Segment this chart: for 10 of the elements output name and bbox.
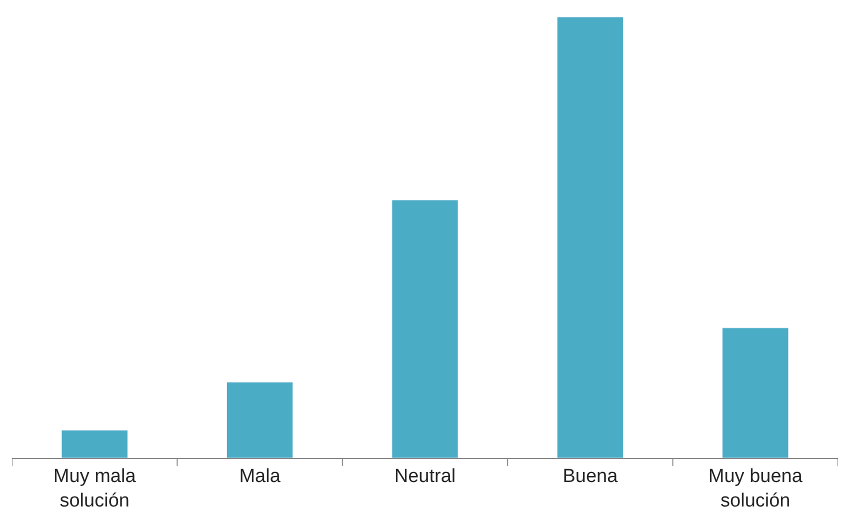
x-tick-label: Buena [562, 466, 618, 487]
bar [722, 328, 789, 458]
x-tick-label: Mala [239, 466, 281, 487]
bar [392, 200, 458, 458]
bar [226, 382, 294, 458]
x-tick-label: Neutral [394, 466, 456, 487]
x-tick-label: Muy mala solución [53, 466, 136, 512]
bar [61, 430, 128, 458]
bar [556, 17, 624, 458]
x-tick-label: Muy buena solución [708, 466, 803, 512]
